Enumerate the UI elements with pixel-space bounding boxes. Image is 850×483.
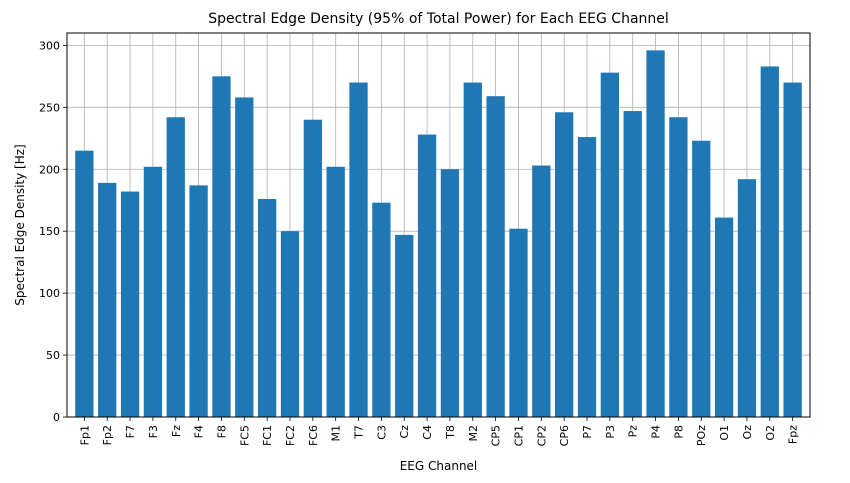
x-tick-label: M2 bbox=[467, 425, 480, 442]
chart-title: Spectral Edge Density (95% of Total Powe… bbox=[208, 11, 669, 27]
bar bbox=[189, 185, 208, 417]
bar bbox=[143, 166, 163, 417]
bar bbox=[303, 119, 322, 417]
x-tick-label: T8 bbox=[444, 425, 457, 440]
bar bbox=[600, 72, 619, 418]
bar bbox=[783, 82, 802, 417]
x-tick-label: F8 bbox=[215, 425, 228, 438]
bar bbox=[623, 111, 642, 418]
x-tick-label: P4 bbox=[650, 425, 663, 439]
bars bbox=[75, 50, 802, 418]
y-tick-label: 300 bbox=[39, 39, 60, 52]
bar bbox=[760, 66, 779, 417]
x-tick-label: Fz bbox=[170, 425, 183, 437]
x-tick-label: O1 bbox=[718, 425, 731, 441]
y-tick-label: 150 bbox=[39, 225, 60, 238]
bar bbox=[326, 166, 345, 417]
x-tick-label: Fp1 bbox=[78, 425, 91, 445]
bar bbox=[669, 117, 688, 417]
bar bbox=[646, 50, 665, 418]
bar bbox=[440, 169, 460, 417]
x-tick-label: Oz bbox=[741, 425, 754, 440]
x-tick-label: P7 bbox=[581, 425, 594, 439]
x-axis-ticks: Fp1 Fp2 F7 F3 Fz F4 F8 FC5 FC1 FC2 FC6 M1 T7 C3 Cz C4 T8… bbox=[78, 417, 800, 446]
y-tick-label: 50 bbox=[46, 349, 60, 362]
bar bbox=[212, 76, 231, 418]
bar bbox=[258, 198, 277, 417]
bar bbox=[463, 82, 482, 417]
y-axis-ticks: 0 50 100 150 200 250 300 bbox=[39, 39, 67, 424]
x-tick-label: FC2 bbox=[284, 425, 297, 446]
bar bbox=[395, 234, 414, 417]
bar bbox=[555, 112, 574, 418]
y-tick-label: 100 bbox=[39, 287, 60, 300]
x-tick-label: CP2 bbox=[535, 425, 548, 446]
bar bbox=[692, 140, 711, 417]
bar bbox=[98, 182, 117, 417]
x-axis-label: EEG Channel bbox=[400, 459, 478, 473]
x-tick-label: FC1 bbox=[261, 425, 274, 446]
bar bbox=[349, 82, 368, 417]
x-tick-label: FC5 bbox=[238, 425, 251, 446]
x-tick-label: C4 bbox=[421, 425, 434, 440]
y-tick-label: 250 bbox=[39, 101, 60, 114]
x-tick-label: CP1 bbox=[512, 425, 525, 446]
y-tick-label: 0 bbox=[53, 411, 60, 424]
bar bbox=[75, 150, 94, 417]
bar bbox=[532, 165, 551, 417]
bar bbox=[737, 179, 757, 417]
x-tick-label: P3 bbox=[604, 425, 617, 439]
bar bbox=[235, 97, 254, 417]
x-tick-label: M1 bbox=[330, 425, 343, 442]
bar bbox=[280, 231, 300, 417]
x-tick-label: F3 bbox=[147, 425, 160, 438]
bar bbox=[486, 96, 505, 417]
x-tick-label: CP6 bbox=[558, 425, 571, 446]
bar bbox=[577, 137, 597, 417]
bar bbox=[120, 191, 140, 417]
x-tick-label: POz bbox=[695, 425, 708, 446]
x-tick-label: F4 bbox=[193, 425, 206, 438]
x-tick-label: C3 bbox=[375, 425, 388, 440]
y-axis-label: Spectral Edge Density [Hz] bbox=[13, 144, 27, 306]
x-tick-label: Pz bbox=[627, 425, 640, 438]
x-tick-label: P8 bbox=[672, 425, 685, 439]
x-tick-label: F7 bbox=[124, 425, 137, 438]
x-tick-label: CP5 bbox=[490, 425, 503, 446]
y-tick-label: 200 bbox=[39, 163, 60, 176]
plot-frame bbox=[66, 32, 811, 418]
bar bbox=[417, 134, 437, 417]
x-tick-label: T7 bbox=[353, 425, 366, 440]
x-tick-label: O2 bbox=[764, 425, 777, 441]
x-tick-label: Cz bbox=[398, 425, 411, 439]
bar bbox=[372, 202, 391, 417]
bar bbox=[166, 117, 185, 417]
x-tick-label: Fp2 bbox=[101, 425, 114, 445]
bar bbox=[509, 228, 528, 417]
x-tick-label: FC6 bbox=[307, 425, 320, 446]
x-tick-label: Fpz bbox=[787, 425, 800, 444]
bar bbox=[714, 217, 734, 417]
